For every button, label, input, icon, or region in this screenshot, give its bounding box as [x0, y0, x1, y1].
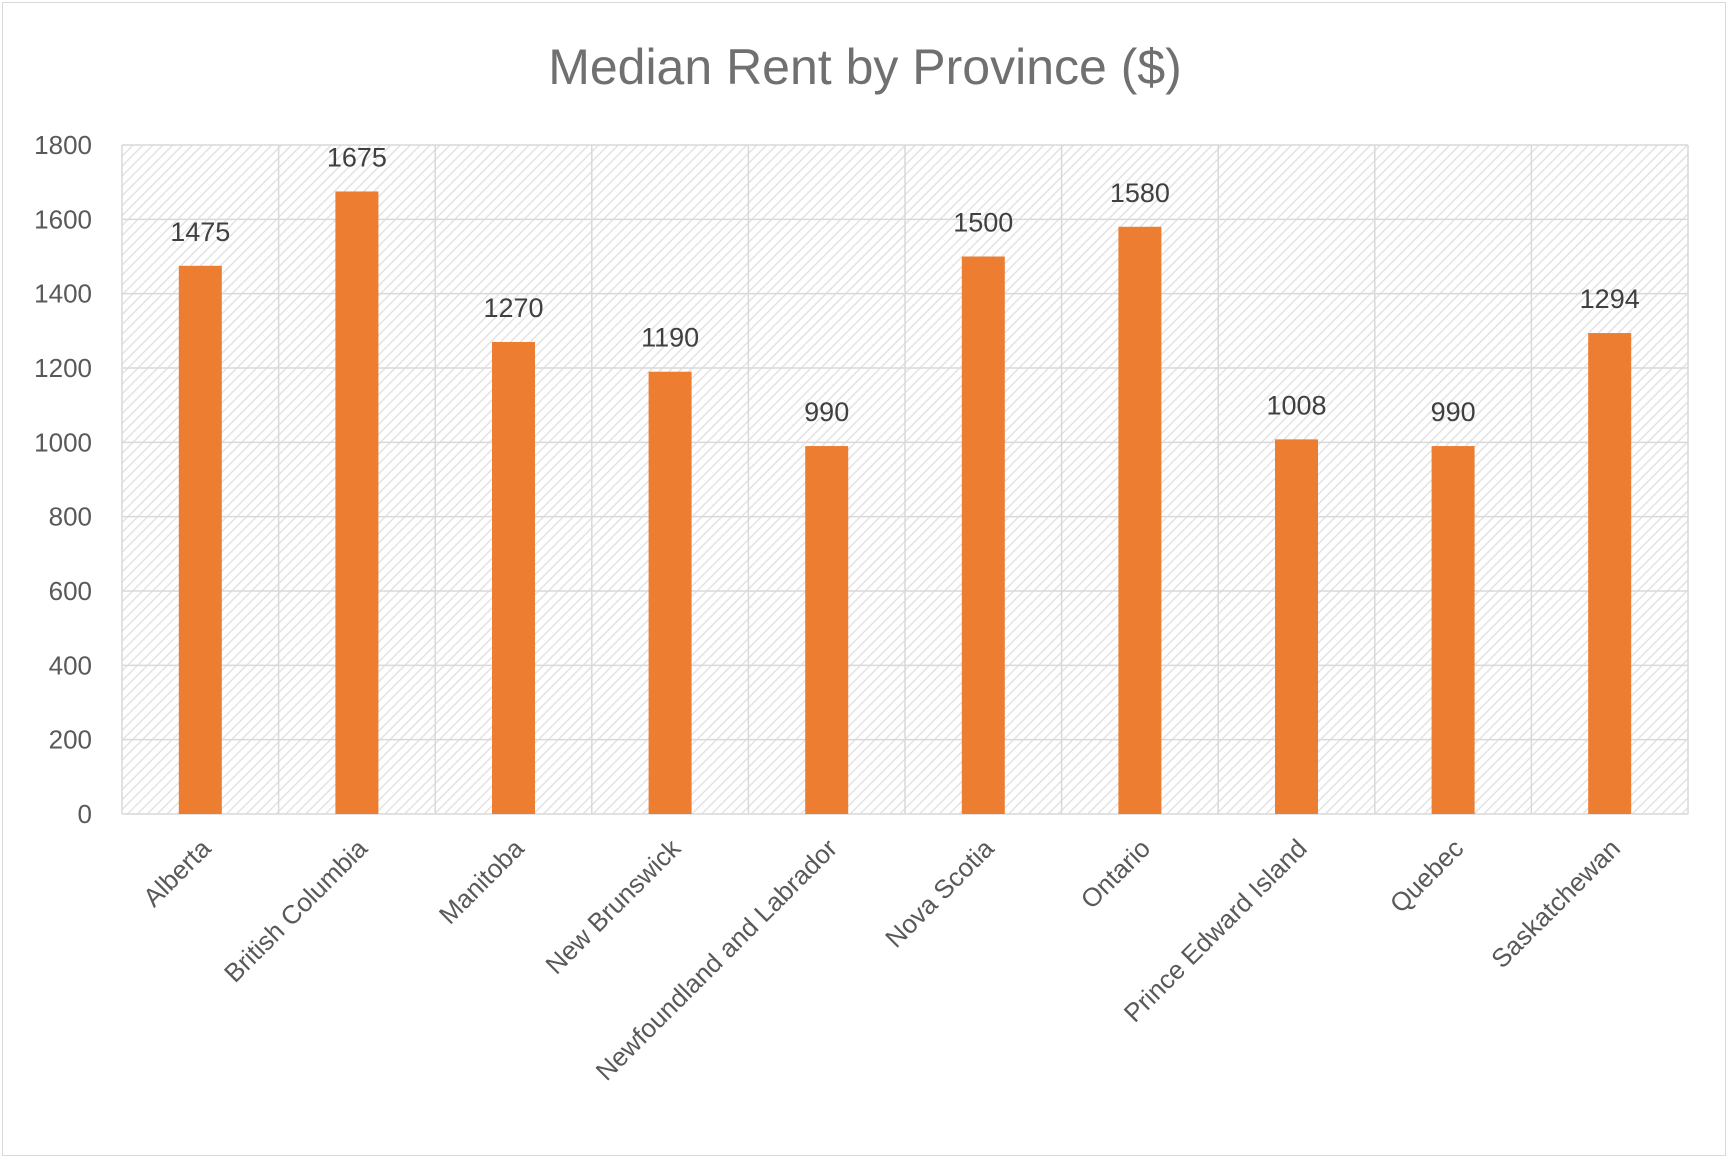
x-tick-label-8: Quebec [1384, 833, 1470, 919]
x-tick-label-1: British Columbia [218, 833, 373, 988]
y-tick-label-7: 1400 [34, 279, 92, 309]
bar-6 [1118, 226, 1162, 814]
x-tick-label-6: Ontario [1075, 833, 1157, 915]
data-label-2: 1270 [483, 293, 543, 323]
data-label-0: 1475 [170, 217, 230, 247]
x-tick-label-2: Manitoba [433, 833, 530, 930]
gridlines [121, 144, 1689, 815]
x-tick-label-3: New Brunswick [539, 832, 687, 980]
y-tick-label-4: 800 [49, 502, 92, 532]
bar-7 [1275, 439, 1318, 814]
x-tick-label-9: Saskatchewan [1485, 833, 1626, 974]
data-label-9: 1294 [1580, 284, 1640, 314]
y-tick-label-3: 600 [49, 576, 92, 606]
data-labels: 1475 1675 1270 1190 990 1500 1580 1008 990 1294 [170, 142, 1639, 427]
y-tick-label-0: 0 [78, 799, 92, 829]
y-tick-label-8: 1600 [34, 204, 92, 234]
bar-0 [178, 265, 222, 815]
bar-9 [1588, 333, 1632, 814]
y-tick-label-1: 200 [49, 725, 92, 755]
data-label-5: 1500 [953, 208, 1013, 238]
data-label-7: 1008 [1266, 390, 1326, 420]
data-label-1: 1675 [327, 142, 387, 172]
bar-1 [335, 191, 379, 815]
y-tick-label-6: 1200 [34, 353, 92, 383]
data-label-3: 1190 [641, 323, 699, 353]
y-axis-tick-labels: 0 200 400 600 800 1000 1200 1400 1600 1800 [34, 130, 92, 829]
bar-8 [1431, 446, 1475, 814]
bars [178, 191, 1632, 815]
data-label-8: 990 [1431, 397, 1476, 427]
bar-5 [961, 256, 1005, 814]
bar-2 [492, 341, 535, 814]
y-tick-label-9: 1800 [34, 130, 92, 160]
x-axis-category-labels: Alberta British Columbia Manitoba New Bruns… [137, 832, 1626, 1086]
data-label-4: 990 [804, 397, 849, 427]
data-label-6: 1580 [1110, 178, 1170, 208]
x-tick-label-5: Nova Scotia [879, 833, 1000, 954]
x-tick-label-0: Alberta [137, 833, 217, 913]
bar-3 [648, 371, 692, 814]
y-tick-label-5: 1000 [34, 427, 92, 457]
y-tick-label-2: 400 [49, 650, 92, 680]
bar-4 [805, 446, 849, 814]
chart-title: Median Rent by Province ($) [548, 39, 1182, 95]
